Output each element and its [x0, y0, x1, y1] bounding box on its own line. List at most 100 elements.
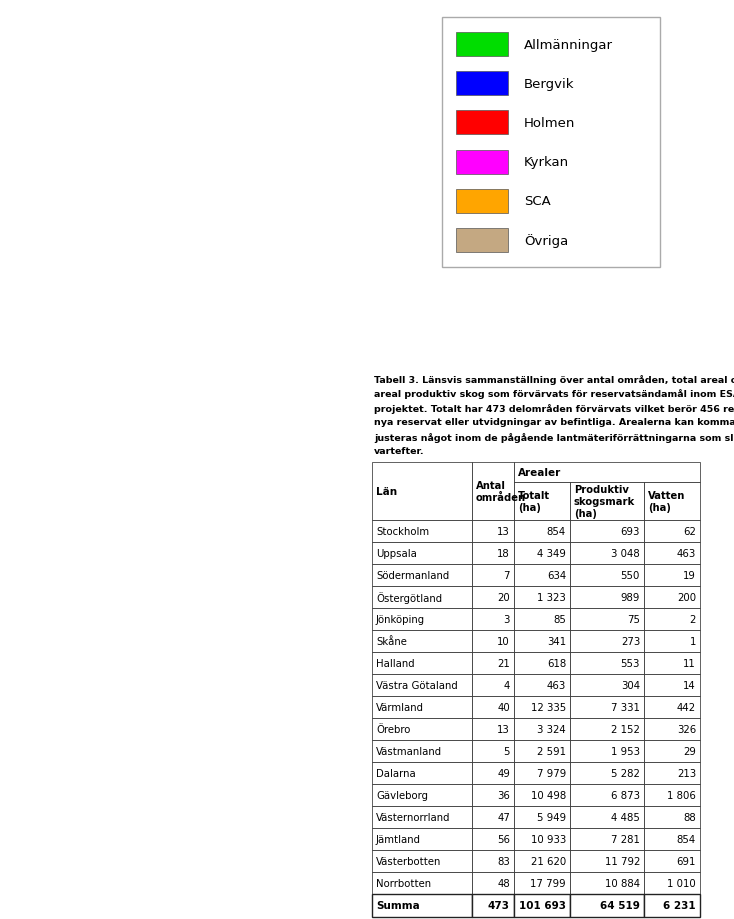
- Bar: [644, 719, 700, 740]
- Text: 17 799: 17 799: [531, 878, 566, 888]
- Bar: [472, 520, 514, 542]
- Bar: [570, 762, 644, 784]
- Text: 88: 88: [683, 812, 696, 823]
- Bar: [372, 462, 472, 520]
- Bar: [472, 652, 514, 675]
- Text: 7 331: 7 331: [611, 702, 640, 712]
- Bar: [644, 520, 700, 542]
- Text: Norrbotten: Norrbotten: [376, 878, 431, 888]
- Text: 64 519: 64 519: [600, 901, 640, 911]
- Text: 854: 854: [677, 834, 696, 844]
- Text: 36: 36: [497, 790, 510, 800]
- Text: 10 498: 10 498: [531, 790, 566, 800]
- Text: Övriga: Övriga: [524, 233, 568, 247]
- Text: 463: 463: [547, 680, 566, 690]
- Bar: [570, 652, 644, 675]
- Bar: [372, 828, 472, 850]
- Bar: [372, 806, 472, 828]
- Text: 19: 19: [683, 571, 696, 581]
- Bar: [472, 608, 514, 630]
- Bar: [644, 564, 700, 586]
- Text: areal produktiv skog som förvärvats för reservatsändamål inom ESAB-: areal produktiv skog som förvärvats för …: [374, 389, 734, 399]
- Bar: [644, 872, 700, 894]
- Text: Allmänningar: Allmänningar: [524, 39, 613, 51]
- Bar: [644, 608, 700, 630]
- Bar: [644, 762, 700, 784]
- Text: 691: 691: [677, 857, 696, 866]
- Text: 75: 75: [627, 614, 640, 624]
- Bar: [372, 850, 472, 872]
- Bar: [472, 894, 514, 917]
- Text: 5 949: 5 949: [537, 812, 566, 823]
- Text: 21: 21: [497, 658, 510, 668]
- Text: 463: 463: [677, 549, 696, 559]
- Text: 989: 989: [621, 593, 640, 602]
- Bar: [514, 740, 570, 762]
- Bar: [514, 872, 570, 894]
- Bar: [644, 784, 700, 806]
- Bar: [442, 18, 660, 267]
- Bar: [514, 652, 570, 675]
- Text: 14: 14: [683, 680, 696, 690]
- Bar: [570, 675, 644, 697]
- Bar: [372, 872, 472, 894]
- Bar: [472, 630, 514, 652]
- Bar: [570, 894, 644, 917]
- Bar: [514, 806, 570, 828]
- Text: 1: 1: [690, 636, 696, 646]
- Bar: [472, 828, 514, 850]
- Text: 6 231: 6 231: [664, 901, 696, 911]
- Bar: [472, 806, 514, 828]
- Text: nya reservat eller utvidgningar av befintliga. Arealerna kan komma at: nya reservat eller utvidgningar av befin…: [374, 418, 734, 427]
- Bar: [570, 564, 644, 586]
- Bar: [644, 482, 700, 520]
- Text: Västmanland: Västmanland: [376, 746, 442, 756]
- Bar: [372, 784, 472, 806]
- Text: Summa: Summa: [376, 901, 420, 911]
- Bar: [372, 762, 472, 784]
- Text: 10 933: 10 933: [531, 834, 566, 844]
- Text: 5 282: 5 282: [611, 768, 640, 778]
- Bar: [472, 850, 514, 872]
- Text: 11 792: 11 792: [605, 857, 640, 866]
- Bar: [514, 542, 570, 564]
- Text: SCA: SCA: [524, 195, 550, 208]
- Text: 693: 693: [621, 527, 640, 537]
- Bar: [372, 894, 472, 917]
- Text: 4: 4: [504, 680, 510, 690]
- Bar: [472, 872, 514, 894]
- Text: 3: 3: [504, 614, 510, 624]
- Bar: [514, 719, 570, 740]
- Text: 2 152: 2 152: [611, 724, 640, 734]
- Text: Län: Län: [376, 486, 397, 496]
- Bar: [472, 586, 514, 608]
- Text: 12 335: 12 335: [531, 702, 566, 712]
- Bar: [472, 740, 514, 762]
- Text: 473: 473: [488, 901, 510, 911]
- Text: Södermanland: Södermanland: [376, 571, 449, 581]
- Text: Östergötland: Östergötland: [376, 592, 442, 603]
- Bar: [472, 719, 514, 740]
- Text: Västerbotten: Västerbotten: [376, 857, 441, 866]
- Bar: [570, 482, 644, 520]
- Text: 56: 56: [497, 834, 510, 844]
- Text: 3 324: 3 324: [537, 724, 566, 734]
- Text: 304: 304: [621, 680, 640, 690]
- Bar: [514, 675, 570, 697]
- Text: Stockholm: Stockholm: [376, 527, 429, 537]
- Text: Västernorrland: Västernorrland: [376, 812, 451, 823]
- Bar: [372, 675, 472, 697]
- Bar: [514, 850, 570, 872]
- Text: Värmland: Värmland: [376, 702, 424, 712]
- Bar: [372, 542, 472, 564]
- Bar: [644, 850, 700, 872]
- Bar: [472, 784, 514, 806]
- Bar: [472, 542, 514, 564]
- Bar: [570, 828, 644, 850]
- Bar: [514, 564, 570, 586]
- Bar: [514, 828, 570, 850]
- Bar: [644, 542, 700, 564]
- Text: Produktiv
skogsmark
(ha): Produktiv skogsmark (ha): [574, 485, 635, 518]
- Text: 10: 10: [497, 636, 510, 646]
- Text: 40: 40: [497, 702, 510, 712]
